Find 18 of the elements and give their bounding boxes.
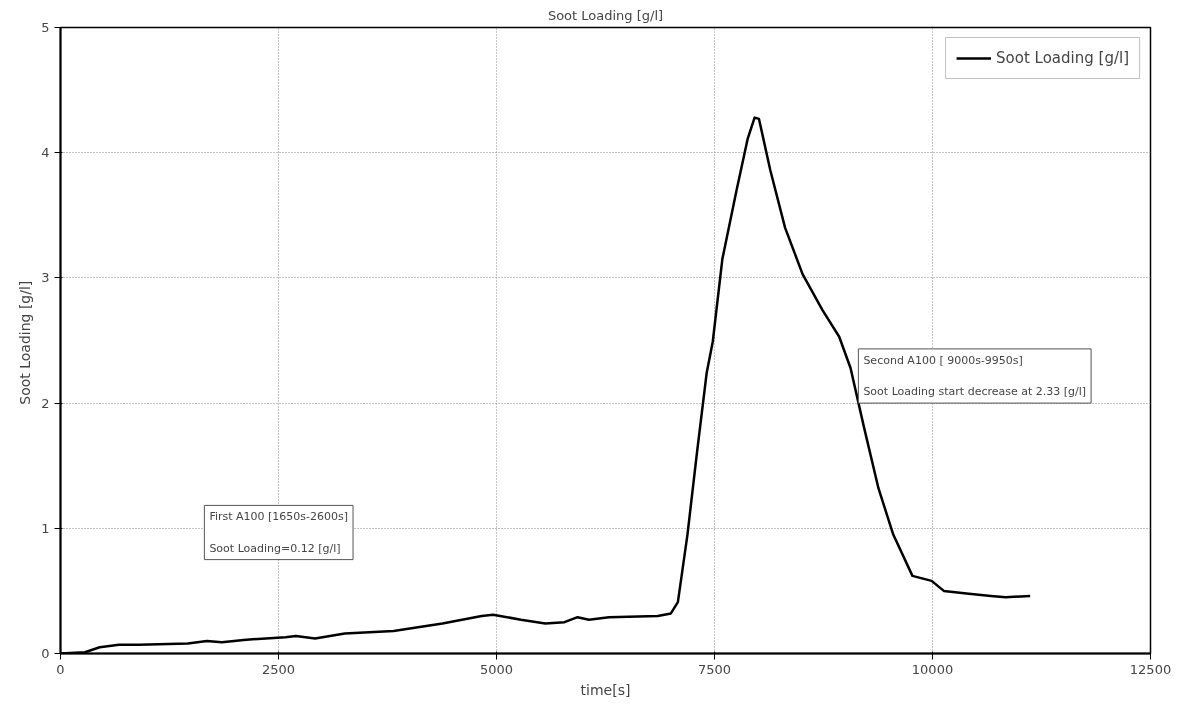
chart-title: Soot Loading [g/l]	[547, 7, 664, 23]
x-axis-title: time[s]	[580, 681, 631, 698]
y-tick-label: 1	[41, 520, 50, 536]
x-tick-label: 0	[56, 661, 65, 677]
text: First A100 [1650s-2600s] Soot Loading=0.12 [g/l]	[209, 510, 349, 555]
x-tick-label: 12500	[1129, 661, 1172, 677]
y-tick-label: 5	[41, 20, 50, 35]
legend-label: Soot Loading [g/l]	[996, 49, 1129, 67]
x-tick-label: 2500	[261, 661, 296, 677]
y-axis-title: Soot Loading [g/l]	[17, 280, 34, 405]
text: Second A100 [ 9000s-9950s] Soot Loading start decrease at 2.33 [g/l]	[863, 353, 1087, 399]
y-tick-label: 3	[41, 270, 50, 286]
x-tick-label: 10000	[911, 661, 954, 677]
y-tick-label: 0	[41, 646, 50, 661]
x-tick-label: 7500	[697, 661, 732, 677]
y-tick-label: 2	[41, 395, 50, 411]
y-tick-label: 4	[41, 145, 50, 161]
x-tick-label: 5000	[479, 661, 514, 677]
